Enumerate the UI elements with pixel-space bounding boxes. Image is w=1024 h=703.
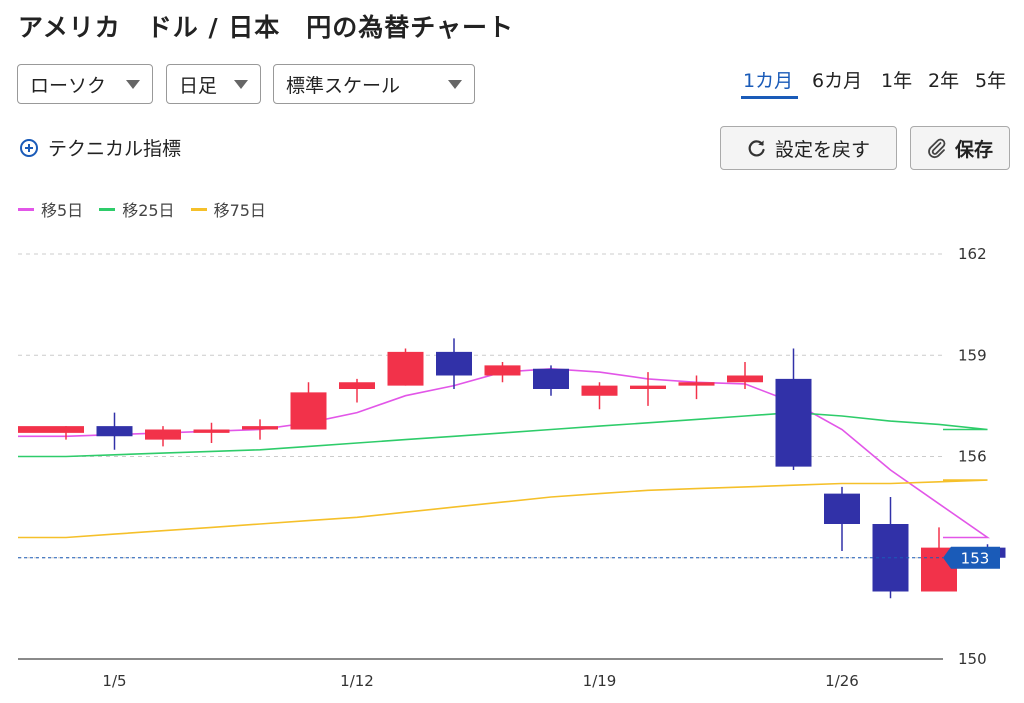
legend-swatch-ma75 xyxy=(190,207,207,211)
save-button[interactable]: 保存 xyxy=(910,126,1010,170)
candle-body xyxy=(436,351,472,376)
candle-body xyxy=(630,385,666,389)
refresh-icon xyxy=(748,140,765,157)
legend-label-ma25: 移25日 xyxy=(122,201,175,220)
technical-indicators-button[interactable]: テクニカル指標 xyxy=(18,134,181,161)
y-tick-label: 159 xyxy=(958,346,987,364)
chart-type-dropdown[interactable]: ローソク xyxy=(17,64,153,104)
candle-body xyxy=(533,368,569,389)
x-tick-label: 1/19 xyxy=(583,672,617,690)
reset-settings-button[interactable]: 設定を戻す xyxy=(720,126,897,170)
candle-body xyxy=(727,375,763,383)
candle-body xyxy=(18,426,84,433)
candle-body xyxy=(484,365,521,376)
scale-dropdown[interactable]: 標準スケール xyxy=(273,64,475,104)
ma-line-1 xyxy=(18,411,988,458)
active-period-indicator xyxy=(741,96,798,99)
legend-swatch-ma5 xyxy=(18,207,34,211)
candle-body xyxy=(678,382,715,386)
legend-item-ma5: 移5日 xyxy=(18,197,83,221)
period-5y[interactable]: 5年 xyxy=(975,70,1007,92)
candle-body xyxy=(193,429,230,433)
legend-swatch-ma25 xyxy=(99,207,116,211)
candle-body xyxy=(290,392,327,430)
save-label: 保存 xyxy=(954,138,993,161)
ma-line-2 xyxy=(18,479,988,539)
scale-label: 標準スケール xyxy=(286,74,401,97)
page-title: アメリカ ドル / 日本 円の為替チャート xyxy=(18,13,515,42)
interval-dropdown[interactable]: 日足 xyxy=(166,64,261,104)
x-tick-label: 1/12 xyxy=(340,672,374,690)
y-tick-label: 150 xyxy=(958,650,987,668)
candle-body xyxy=(242,426,278,430)
interval-label: 日足 xyxy=(179,74,218,97)
period-6m[interactable]: 6カ月 xyxy=(812,70,863,92)
legend-item-ma25: 移25日 xyxy=(99,197,175,221)
chart-legend: 移5日 移25日 移75日 xyxy=(18,197,282,221)
candle-body xyxy=(339,382,375,389)
ma-line-0 xyxy=(18,367,991,539)
candle-body xyxy=(96,426,133,437)
technical-indicators-label: テクニカル指標 xyxy=(48,138,182,160)
period-2y[interactable]: 2年 xyxy=(928,70,960,92)
candle-body xyxy=(387,351,424,386)
x-tick-label: 1/26 xyxy=(825,672,859,690)
x-tick-label: 1/5 xyxy=(102,672,126,690)
reset-settings-label: 設定を戻す xyxy=(774,138,870,161)
period-1y[interactable]: 1年 xyxy=(881,70,913,92)
candle-body xyxy=(145,429,181,440)
chevron-down-icon xyxy=(126,79,140,89)
legend-label-ma5: 移5日 xyxy=(41,201,84,220)
chart-type-label: ローソク xyxy=(30,74,107,97)
y-tick-label: 162 xyxy=(958,245,987,263)
last-value-tag xyxy=(943,546,1000,569)
chevron-down-icon xyxy=(448,79,462,89)
candle-body xyxy=(824,493,860,524)
last-value-label: 153 xyxy=(961,549,990,567)
y-tick-label: 156 xyxy=(958,448,987,466)
legend-label-ma75: 移75日 xyxy=(213,201,266,220)
candle-body xyxy=(775,378,812,467)
candle-body xyxy=(581,385,618,396)
plus-circle-icon xyxy=(20,138,38,157)
period-1m[interactable]: 1カ月 xyxy=(743,70,794,92)
paperclip-icon xyxy=(928,138,946,159)
legend-item-ma75: 移75日 xyxy=(190,197,266,221)
chevron-down-icon xyxy=(234,79,248,89)
